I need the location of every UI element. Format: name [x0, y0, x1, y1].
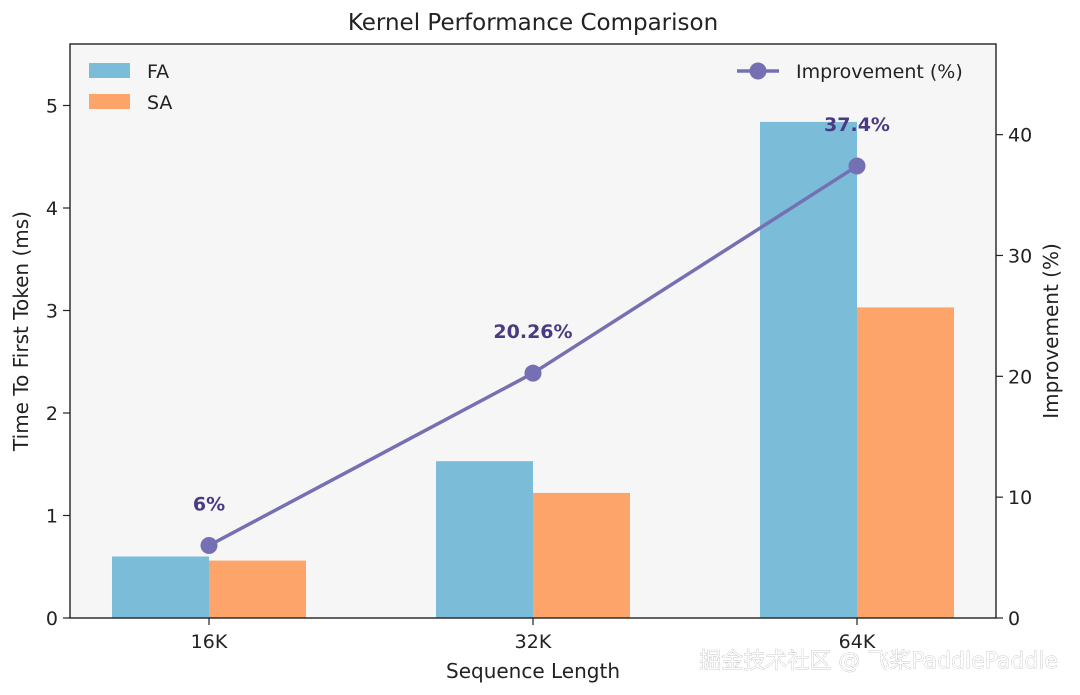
- right-tick-label: 30: [1008, 245, 1032, 267]
- x-tick-label-32k: 32K: [515, 631, 552, 653]
- right-tick-label: 0: [1008, 608, 1020, 630]
- left-tick-label: 5: [46, 96, 58, 118]
- right-tick-label: 20: [1008, 366, 1032, 388]
- watermark: 掘金技术社区 @ 飞桨PaddlePaddle: [699, 649, 1058, 674]
- bar-sa-64k: [857, 307, 954, 618]
- left-tick-label: 3: [46, 301, 58, 323]
- bar-fa-64k: [760, 121, 857, 619]
- legend-bars: FA SA: [89, 61, 172, 114]
- bar-fa-16k: [112, 556, 209, 618]
- improvement-line-group: 6% 20.26% 37.4%: [193, 114, 890, 554]
- left-tick-label: 0: [46, 608, 58, 630]
- x-tick-label-64k: 64K: [839, 631, 876, 653]
- improvement-point-16k: [200, 536, 218, 554]
- x-tick-label-16k: 16K: [191, 631, 228, 653]
- x-axis: 16K 32K 64K: [191, 618, 876, 653]
- x-axis-label: Sequence Length: [446, 659, 620, 683]
- right-tick-label: 10: [1008, 487, 1032, 509]
- improvement-point-64k: [848, 157, 866, 175]
- legend-line: Improvement (%): [737, 61, 963, 83]
- legend-swatch-fa: [89, 63, 130, 78]
- right-axis: 0 10 20 30 40: [996, 125, 1032, 630]
- improvement-label-64k: 37.4%: [824, 114, 890, 136]
- left-tick-label: 4: [46, 198, 58, 220]
- right-axis-label: Improvement (%): [1039, 243, 1063, 419]
- legend-swatch-sa: [89, 94, 130, 109]
- left-axis-label: Time To First Token (ms): [9, 211, 33, 452]
- improvement-label-32k: 20.26%: [493, 321, 572, 343]
- legend-label-fa: FA: [147, 61, 169, 83]
- bar-fa-32k: [436, 461, 533, 618]
- right-tick-label: 40: [1008, 125, 1032, 147]
- improvement-point-32k: [524, 364, 542, 382]
- bar-sa-32k: [533, 492, 630, 618]
- left-axis: 0 1 2 3 4 5: [46, 96, 70, 630]
- bars-group: [112, 121, 954, 619]
- left-tick-label: 1: [46, 506, 58, 528]
- left-tick-label: 2: [46, 403, 58, 425]
- legend-label-sa: SA: [147, 92, 172, 114]
- improvement-label-16k: 6%: [193, 493, 225, 515]
- bar-sa-16k: [209, 560, 306, 618]
- legend-line-marker: [749, 62, 767, 80]
- legend-label-improvement: Improvement (%): [796, 61, 963, 83]
- chart-title: Kernel Performance Comparison: [348, 10, 718, 36]
